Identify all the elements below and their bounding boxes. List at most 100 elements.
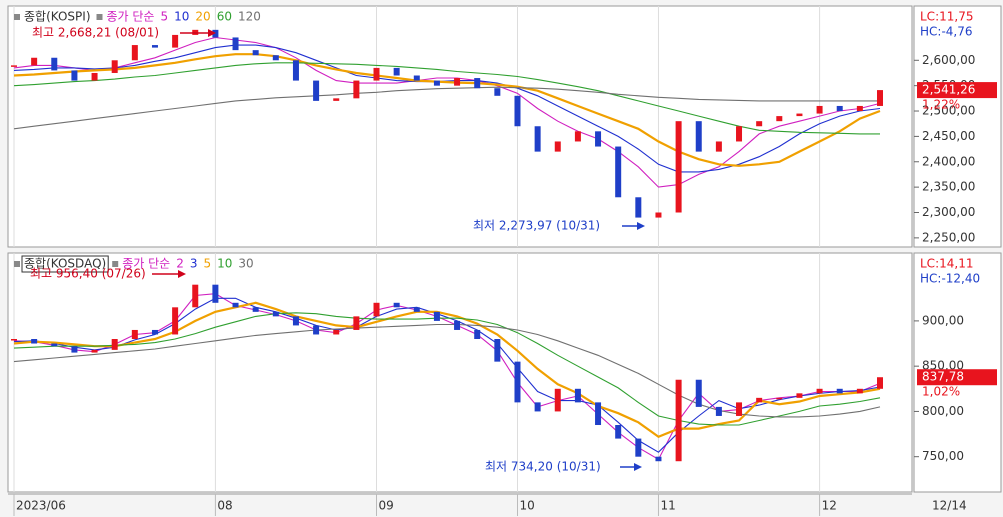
current-price-label: 837,78 bbox=[922, 370, 964, 384]
change-label: 1,22% bbox=[922, 98, 960, 112]
annotation-arrowhead bbox=[637, 222, 645, 230]
candle bbox=[212, 284, 219, 303]
legend-icon bbox=[96, 14, 103, 20]
change-label: 1,02% bbox=[922, 385, 960, 399]
legend-entry: 5 bbox=[160, 10, 168, 24]
candle bbox=[252, 50, 259, 56]
candle bbox=[433, 80, 440, 86]
candle bbox=[313, 80, 320, 101]
candle bbox=[252, 307, 259, 312]
candle bbox=[413, 307, 420, 312]
candle bbox=[554, 388, 561, 412]
candle bbox=[675, 121, 682, 213]
candle bbox=[91, 349, 98, 353]
candle bbox=[816, 105, 823, 114]
candle bbox=[796, 113, 803, 117]
candle bbox=[635, 197, 642, 218]
candle bbox=[111, 60, 118, 73]
legend-price-name: 종합(KOSDAQ) bbox=[24, 257, 106, 271]
y-tick-label: 2,450,00 bbox=[922, 129, 975, 143]
candle bbox=[454, 320, 461, 330]
ma-line bbox=[13, 36, 881, 188]
candle bbox=[71, 70, 78, 81]
y-tick-label: 2,250,00 bbox=[922, 230, 975, 244]
candle bbox=[192, 284, 199, 308]
candle bbox=[836, 105, 843, 112]
lc-label: LC:11,75 bbox=[920, 10, 973, 24]
candle bbox=[333, 98, 340, 101]
candle bbox=[151, 45, 158, 48]
candle bbox=[313, 325, 320, 335]
x-tick-label: 12 bbox=[822, 499, 837, 513]
candle bbox=[151, 329, 158, 335]
candle bbox=[715, 141, 722, 152]
x-tick-label: 11 bbox=[660, 499, 675, 513]
candle bbox=[51, 343, 58, 347]
legend-selected-box bbox=[21, 255, 109, 273]
candle bbox=[454, 78, 461, 86]
candle bbox=[615, 425, 622, 439]
legend-entry: 60 bbox=[217, 10, 232, 24]
candle bbox=[655, 212, 662, 218]
annotation: 최고 956,40 (07/26) bbox=[30, 267, 146, 281]
axis-area bbox=[913, 5, 1002, 248]
candle bbox=[856, 105, 863, 112]
candle bbox=[111, 339, 118, 350]
hc-label: HC:-12,40 bbox=[920, 272, 980, 286]
annotation: 최고 2,668,21 (08/01) bbox=[32, 26, 159, 40]
candle bbox=[836, 388, 843, 394]
ma-line bbox=[13, 323, 881, 418]
candle bbox=[494, 88, 501, 96]
candle bbox=[31, 57, 38, 66]
candle bbox=[615, 146, 622, 198]
legend-ma-label: 종가 단순 bbox=[122, 257, 170, 271]
legend-entry: 10 bbox=[174, 10, 189, 24]
legend-entry: 3 bbox=[190, 257, 198, 271]
ma-line bbox=[13, 293, 881, 461]
candle bbox=[635, 438, 642, 457]
candle bbox=[695, 379, 702, 407]
x-tick-label: 10 bbox=[519, 499, 534, 513]
candle bbox=[71, 346, 78, 353]
candle bbox=[554, 141, 561, 152]
hc-label: HC:-4,76 bbox=[920, 25, 973, 39]
x-tick-label: 2023/06 bbox=[16, 499, 66, 513]
legend-icon bbox=[14, 14, 20, 20]
legend-entry: 20 bbox=[195, 10, 210, 24]
plot-area bbox=[7, 252, 913, 493]
annotation: 최저 2,273,97 (10/31) bbox=[473, 219, 600, 233]
x-tick-label: 09 bbox=[379, 499, 394, 513]
plot-area bbox=[7, 5, 913, 248]
y-tick-label: 2,300,00 bbox=[922, 205, 975, 219]
candle bbox=[756, 397, 763, 403]
candle bbox=[272, 55, 279, 61]
candle bbox=[172, 307, 179, 335]
candle bbox=[877, 90, 883, 106]
candle bbox=[11, 65, 17, 67]
candle bbox=[816, 388, 823, 394]
lc-label: LC:14,11 bbox=[920, 257, 973, 271]
legend-entry: 10 bbox=[217, 257, 232, 271]
candle bbox=[474, 78, 481, 89]
candle bbox=[353, 80, 360, 99]
candle bbox=[292, 316, 299, 326]
candle bbox=[856, 388, 863, 394]
candle bbox=[796, 393, 803, 398]
candle bbox=[655, 456, 662, 462]
candle bbox=[715, 406, 722, 416]
legend-icon bbox=[112, 261, 119, 267]
candle bbox=[474, 329, 481, 340]
y-tick-label: 2,600,00 bbox=[922, 53, 975, 67]
y-tick-label: 800,00 bbox=[922, 404, 964, 418]
candle bbox=[695, 121, 702, 152]
legend-entry: 5 bbox=[203, 257, 211, 271]
y-tick-label: 900,00 bbox=[922, 313, 964, 327]
candle bbox=[373, 67, 380, 81]
candle bbox=[514, 361, 521, 403]
candle bbox=[433, 311, 440, 321]
legend-entry: 30 bbox=[238, 257, 253, 271]
ma-line bbox=[13, 312, 881, 426]
candle bbox=[393, 302, 400, 308]
candle bbox=[595, 131, 602, 147]
